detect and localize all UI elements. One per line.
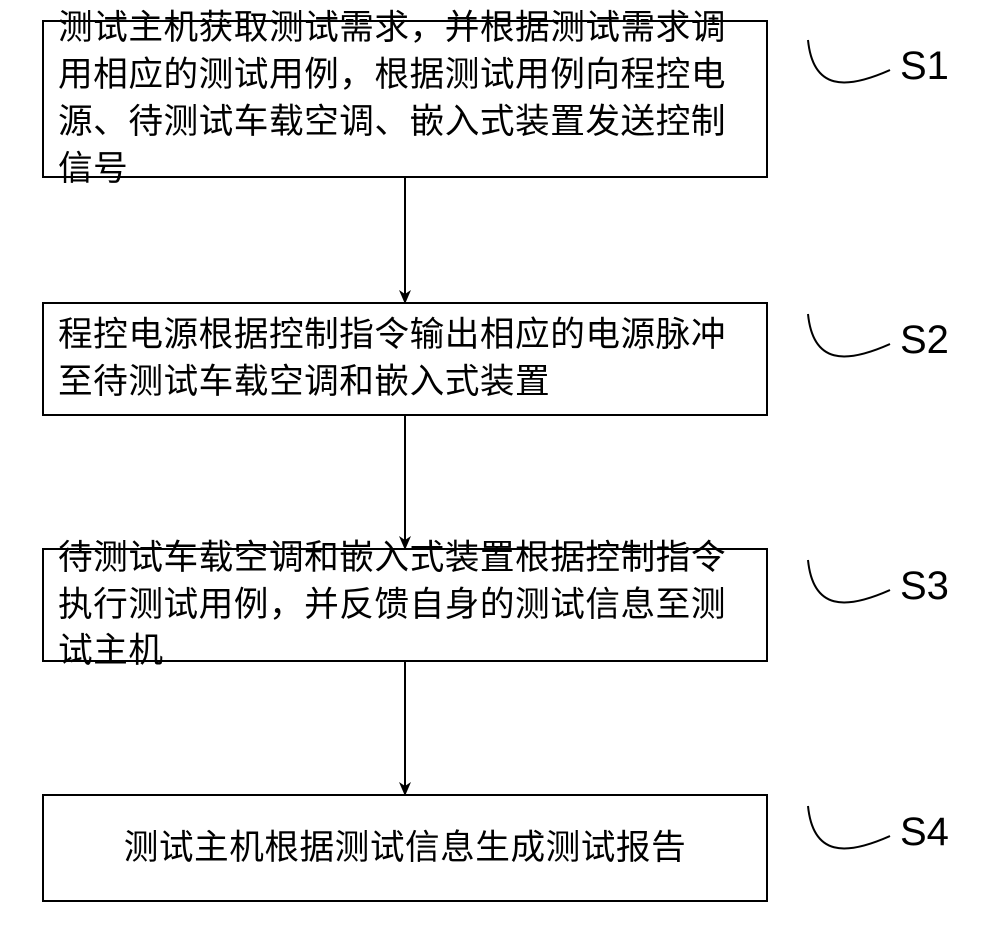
label-connector bbox=[808, 806, 890, 848]
flow-step-s3: 待测试车载空调和嵌入式装置根据控制指令执行测试用例，并反馈自身的测试信息至测试主… bbox=[42, 548, 768, 662]
flow-step-s2-text: 程控电源根据控制指令输出相应的电源脉冲至待测试车载空调和嵌入式装置 bbox=[58, 312, 752, 406]
flow-step-s3-text: 待测试车载空调和嵌入式装置根据控制指令执行测试用例，并反馈自身的测试信息至测试主… bbox=[58, 535, 752, 675]
step-label-s2: S2 bbox=[900, 318, 949, 363]
label-connector bbox=[808, 314, 890, 356]
flow-step-s1: 测试主机获取测试需求，并根据测试需求调用相应的测试用例，根据测试用例向程控电源、… bbox=[42, 20, 768, 178]
flow-step-s2: 程控电源根据控制指令输出相应的电源脉冲至待测试车载空调和嵌入式装置 bbox=[42, 302, 768, 416]
label-connector bbox=[808, 40, 890, 82]
flow-step-s1-text: 测试主机获取测试需求，并根据测试需求调用相应的测试用例，根据测试用例向程控电源、… bbox=[58, 5, 752, 192]
flow-step-s4-text: 测试主机根据测试信息生成测试报告 bbox=[58, 825, 752, 872]
step-label-s3: S3 bbox=[900, 564, 949, 609]
flow-step-s4: 测试主机根据测试信息生成测试报告 bbox=[42, 794, 768, 902]
step-label-s1: S1 bbox=[900, 44, 949, 89]
label-connector bbox=[808, 560, 890, 602]
curves-group bbox=[808, 40, 890, 848]
step-label-s4: S4 bbox=[900, 810, 949, 855]
